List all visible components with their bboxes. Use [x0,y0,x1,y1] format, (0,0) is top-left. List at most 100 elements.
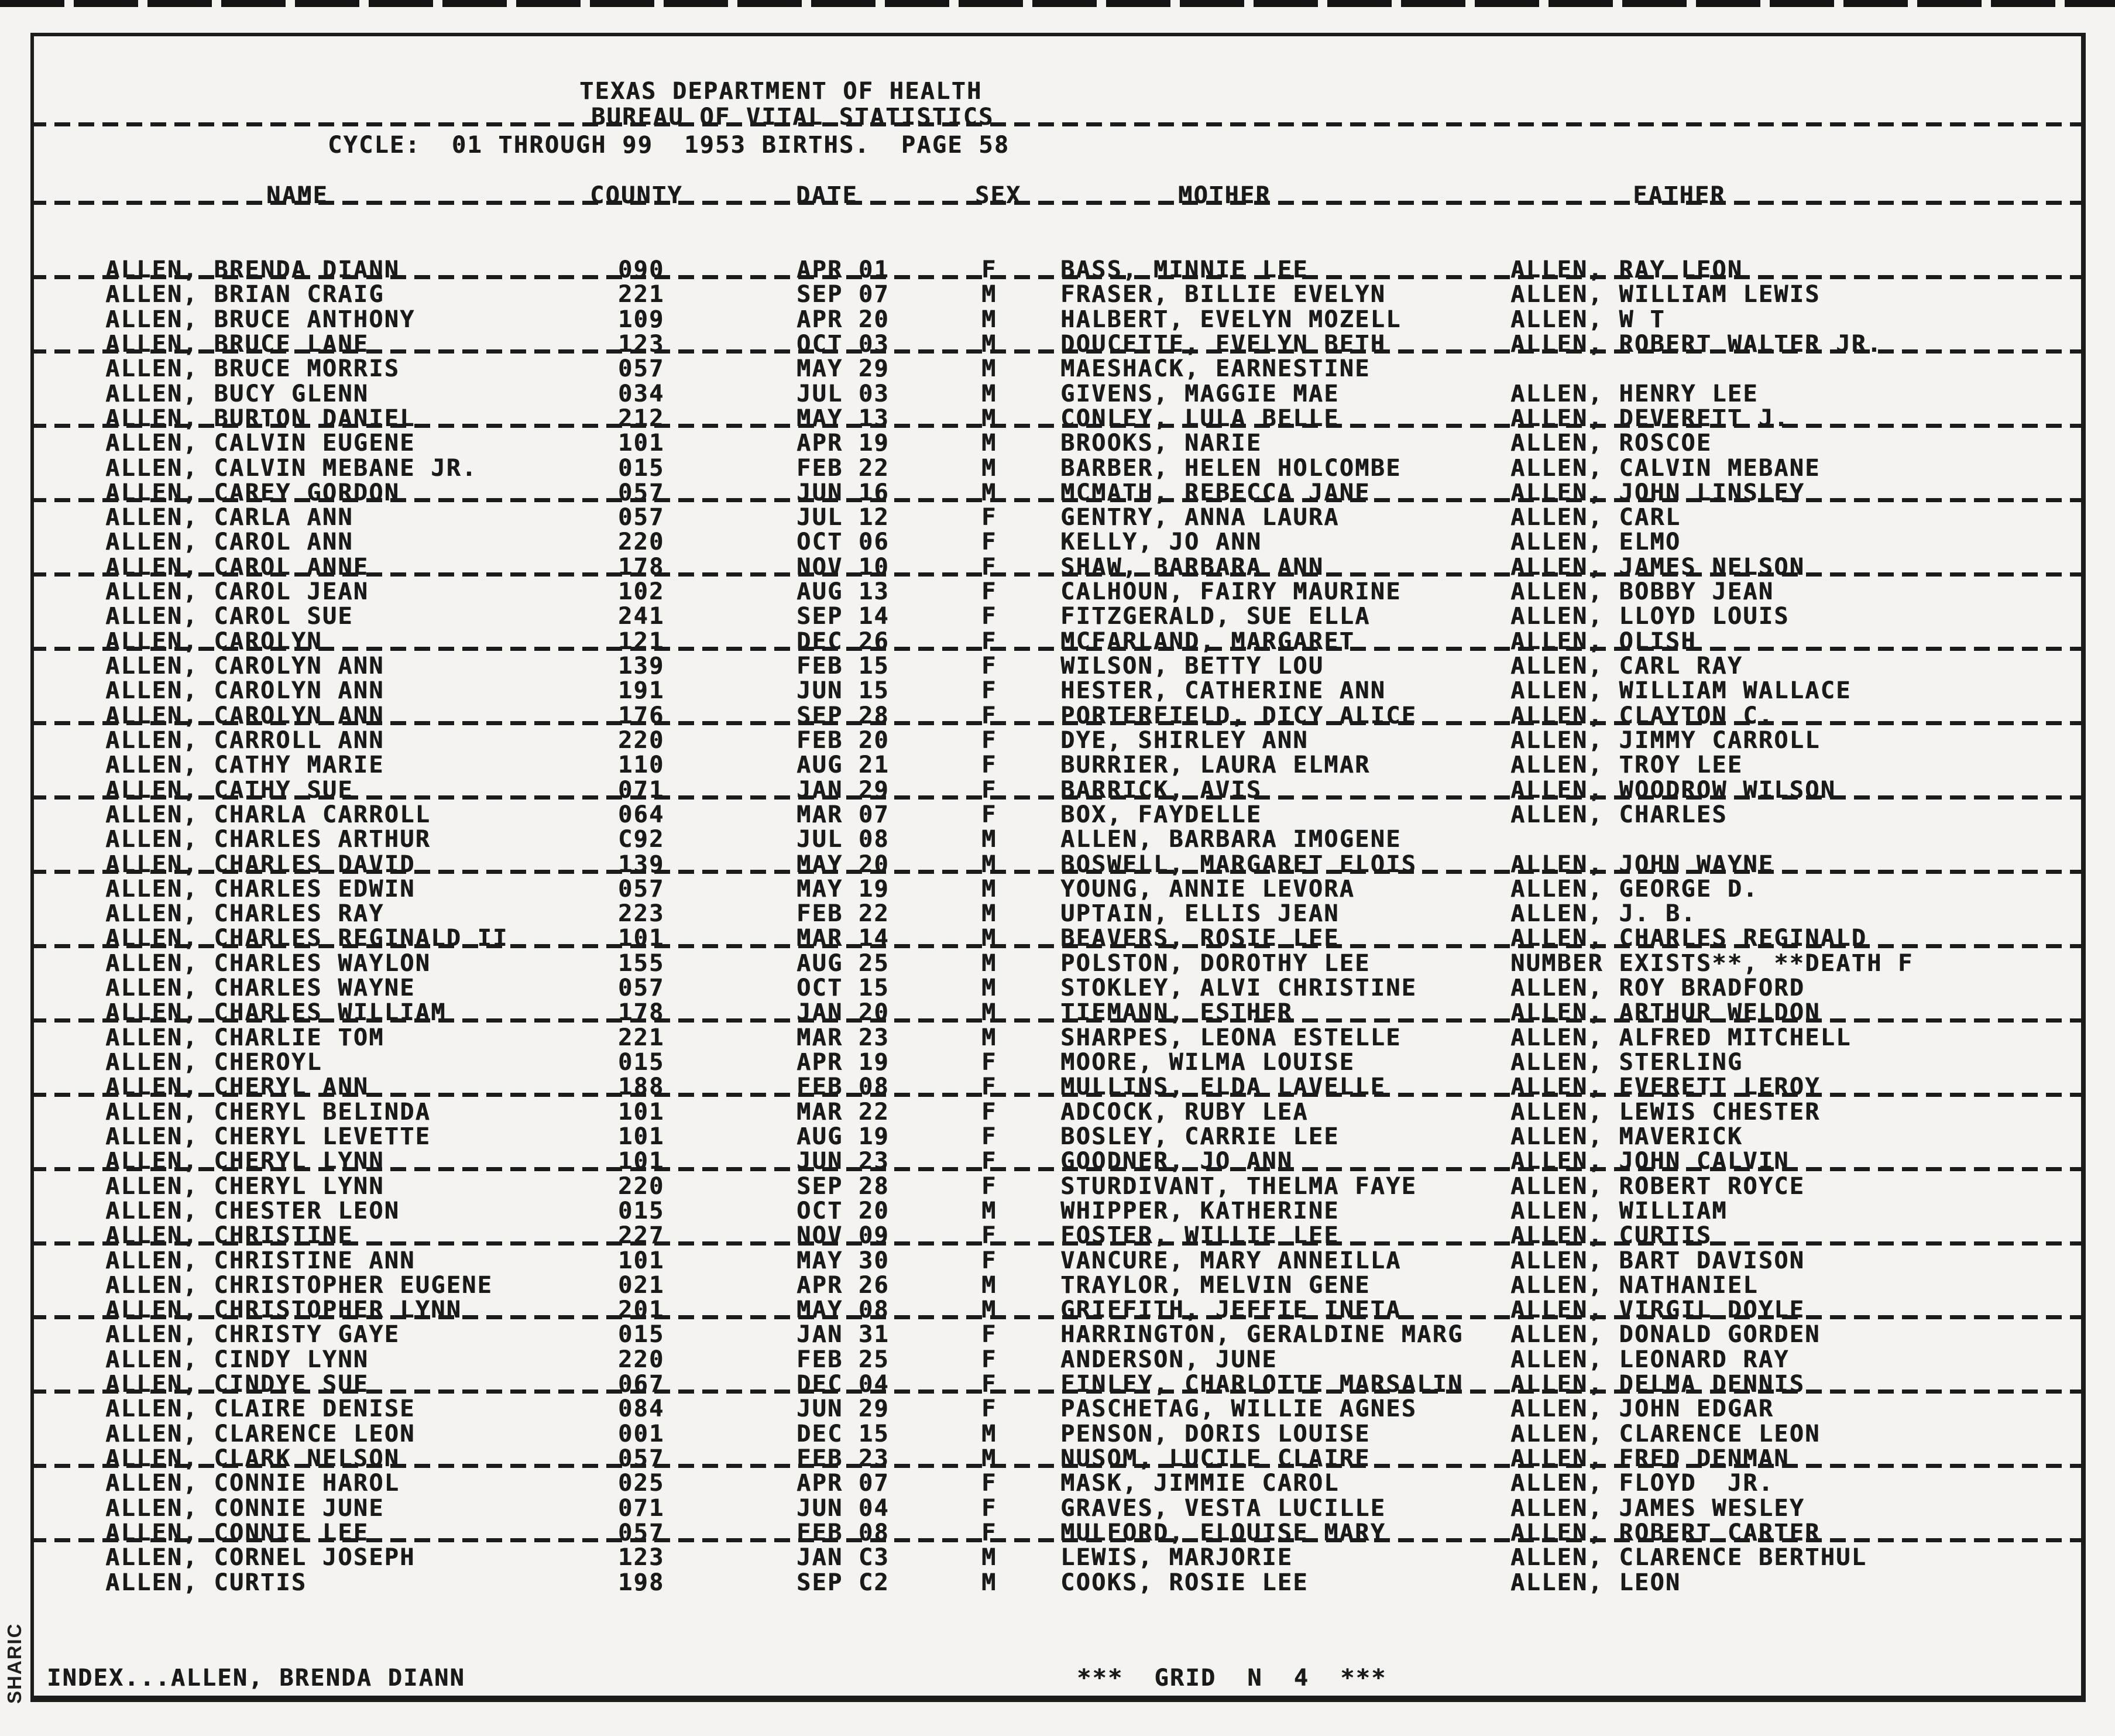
cell-county: 071 [618,776,665,804]
table-row: ALLEN, CHRISTOPHER LYNN 201 MAY 08 M GRIFFIT… [30,1296,2086,1324]
cell-name: ALLEN, CHERYL BELINDA [105,1098,431,1126]
cell-mother: COOKS, ROSIE LEE [1060,1569,1309,1596]
table-row: ALLEN, CAROLYN 121 DEC 26 F MCFARLAND, MARGA… [30,627,2086,655]
cell-date: DEC 04 [796,1371,890,1398]
cell-date: JUN 04 [796,1494,890,1522]
cell-sex: F [981,504,997,531]
table-row: ALLEN, CHARLES WAYNE 057 OCT 15 M STOKLEY, A… [34,975,2081,1002]
cell-sex: M [981,454,997,482]
cell-sex: M [981,1024,997,1051]
cell-name: ALLEN, CAROLYN ANN [105,702,384,729]
table-row: ALLEN, CHARLA CARROLL 064 MAR 07 F BOX, FAYD… [34,801,2081,828]
cell-mother: FITZGERALD, SUE ELLA [1060,603,1371,630]
cell-father: ALLEN, JOHN EDGAR [1510,1395,1774,1423]
cell-name: ALLEN, CHERYL LYNN [105,1172,384,1200]
cell-date: AUG 13 [796,578,890,606]
cell-father: ALLEN, ROBERT WALTER JR. [1510,330,1883,358]
cell-name: ALLEN, CHRISTINE [105,1222,353,1250]
cell-sex: M [981,479,997,506]
cell-name: ALLEN, CAROLYN ANN [105,653,384,680]
cell-date: FEB 22 [796,454,890,482]
cell-date: MAR 14 [796,925,890,952]
cell-mother: BARBER, HELEN HOLCOMBE [1060,454,1402,482]
report-subtitle-line: BUREAU OF VITAL STATISTICS [30,104,2086,131]
cell-date: APR 07 [796,1470,890,1497]
cell-mother: WHIPPER, KATHERINE [1060,1197,1340,1224]
cell-county: C92 [618,826,665,853]
cell-sex: F [981,529,997,556]
cell-sex: F [981,1172,997,1200]
column-header-father: FATHER [1633,182,1726,209]
cell-name: ALLEN, CHARLA CARROLL [105,801,431,828]
cell-name: ALLEN, CHARLES WAYNE [105,975,416,1002]
table-row: ALLEN, CHERYL ANN 188 FEB 08 F MULLINS, ELDA… [30,1075,2086,1100]
cell-sex: M [981,380,997,407]
cell-date: MAR 23 [796,1024,890,1051]
cell-date: FEB 20 [796,726,890,754]
cell-mother: SHAW, BARBARA ANN [1060,553,1324,581]
cell-father: ALLEN, LEWIS CHESTER [1510,1098,1821,1126]
cell-father: ALLEN, VIRGIL DOYLE [1510,1296,1805,1324]
cell-date: MAY 08 [796,1296,890,1324]
table-row: ALLEN, CAROL ANN 220 OCT 06 F KELLY, JO ANN A… [34,529,2081,556]
cell-county: 221 [618,1024,665,1051]
cell-mother: CONLEY, LULA BELLE [1060,404,1340,432]
cell-mother: SHARPES, LEONA ESTELLE [1060,1024,1402,1051]
cell-name: ALLEN, CHARLES DAVID [105,850,416,878]
cell-father: ALLEN, CHARLES REGINALD [1510,925,1867,952]
cell-father: ALLEN, WILLIAM WALLACE [1510,677,1852,705]
report-title-line: TEXAS DEPARTMENT OF HEALTH [34,78,2081,104]
cell-sex: F [981,1123,997,1150]
cell-father: ALLEN, ARTHUR WELDON [1510,999,1821,1027]
cell-name: ALLEN, CORNEL JOSEPH [105,1544,416,1572]
cell-county: 155 [618,949,665,977]
cell-name: ALLEN, CHEROYL [105,1049,322,1076]
cell-mother: MCFARLAND, MARGARET [1060,627,1355,655]
footer-index-label: INDEX...ALLEN, BRENDA DIANN [47,1665,466,1692]
cell-father: ALLEN, WOODROW WILSON [1510,776,1836,804]
table-row: ALLEN, CLARK NELSON 057 FEB 23 M NUSOM, LUCI… [30,1445,2086,1472]
cell-father: ALLEN, JOHN CALVIN [1510,1148,1790,1175]
cell-county: 057 [618,479,665,506]
table-row: ALLEN, CAROL JEAN 102 AUG 13 F CALHOUN, FAIR… [34,578,2081,606]
cell-sex: M [981,1569,997,1596]
cell-mother: GIVENS, MAGGIE MAE [1060,380,1340,407]
cell-sex: F [981,653,997,680]
cell-county: 025 [618,1470,665,1497]
cell-mother: BEAVERS, ROSIE LEE [1060,925,1340,952]
cell-mother: FINLEY, CHARLOTTE MARSALIN [1060,1371,1464,1398]
cell-mother: HALBERT, EVELYN MOZELL [1060,306,1402,333]
bureau-title: BUREAU OF VITAL STATISTICS [591,104,994,131]
cell-mother: GENTRY, ANNA LAURA [1060,504,1340,531]
cell-date: MAY 29 [796,355,890,383]
cell-date: AUG 21 [796,752,890,779]
cell-father: ALLEN, BOBBY JEAN [1510,578,1774,606]
cell-county: 123 [618,1544,665,1572]
cell-mother: ANDERSON, JUNE [1060,1346,1278,1373]
cell-mother: KELLY, JO ANN [1060,529,1262,556]
cell-mother: PASCHETAG, WILLIE AGNES [1060,1395,1417,1423]
table-row: ALLEN, CHERYL LYNN 101 JUN 23 F GOODNER, JO … [30,1148,2086,1175]
cell-date: AUG 19 [796,1123,890,1150]
table-row: ALLEN, CHARLES RAY 223 FEB 22 M UPTAIN, ELLI… [34,901,2081,927]
cell-mother: DOUCETTE, EVELYN BETH [1060,330,1386,358]
cell-sex: F [981,1098,997,1126]
cell-father: ALLEN, CARL [1510,504,1681,531]
cell-date: MAR 22 [796,1098,890,1126]
cell-county: 057 [618,1445,665,1472]
table-row: ALLEN, CINDY LYNN 220 FEB 25 F ANDERSON, JUN… [34,1347,2081,1372]
table-row: ALLEN, CHRISTINE ANN 101 MAY 30 F VANCURE, M… [34,1248,2081,1273]
cell-sex: M [981,404,997,432]
cell-mother: YOUNG, ANNIE LEVORA [1060,875,1355,903]
cell-county: 191 [618,677,665,705]
cell-sex: F [981,1519,997,1546]
cell-county: 176 [618,702,665,729]
cell-date: JUL 08 [796,826,890,853]
cell-name: ALLEN, CHARLES EDWIN [105,875,416,903]
table-row: ALLEN, CHERYL LEVETTE 101 AUG 19 F BOSLEY, C… [34,1123,2081,1150]
cell-county: 220 [618,726,665,754]
cell-father: ALLEN, JOHN WAYNE [1510,850,1774,878]
table-row: ALLEN, CALVIN MEBANE JR. 015 FEB 22 M BARBER… [34,454,2081,482]
cell-county: 057 [618,875,665,903]
